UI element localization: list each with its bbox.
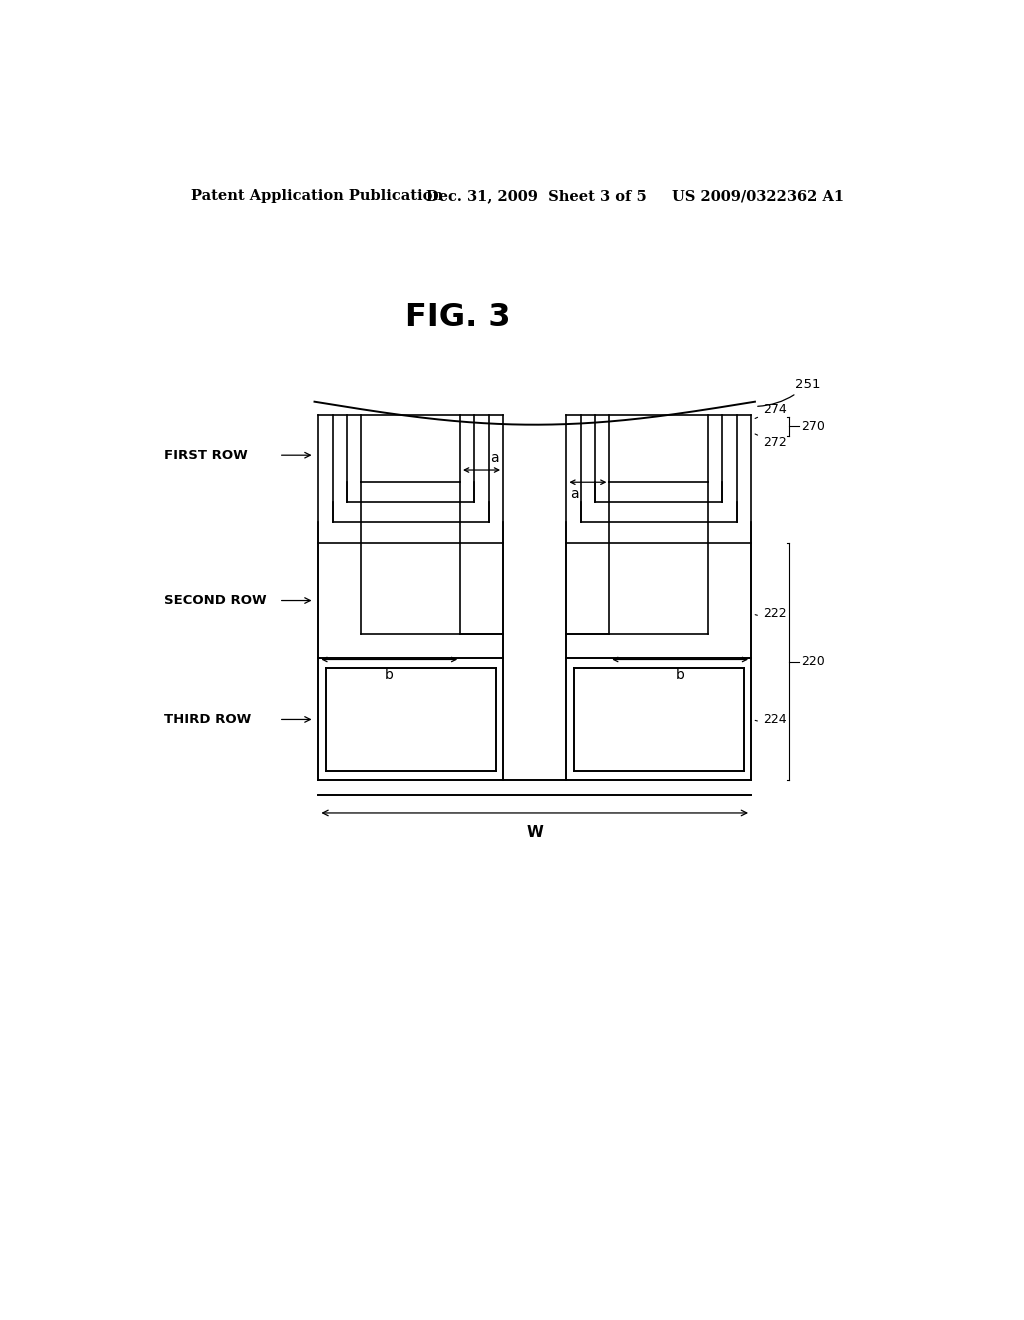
Text: FIG. 3: FIG. 3 — [404, 302, 510, 334]
Text: 274: 274 — [755, 403, 786, 418]
Text: Dec. 31, 2009  Sheet 3 of 5: Dec. 31, 2009 Sheet 3 of 5 — [426, 189, 646, 203]
Text: W: W — [526, 825, 543, 840]
Text: b: b — [676, 668, 685, 681]
Text: b: b — [385, 668, 394, 681]
Text: US 2009/0322362 A1: US 2009/0322362 A1 — [672, 189, 844, 203]
Text: 272: 272 — [755, 434, 786, 450]
Text: 224: 224 — [755, 713, 786, 726]
Text: 220: 220 — [801, 655, 824, 668]
Text: a: a — [490, 451, 499, 465]
Text: Patent Application Publication: Patent Application Publication — [191, 189, 443, 203]
Text: FIRST ROW: FIRST ROW — [164, 449, 248, 462]
Text: 222: 222 — [755, 607, 786, 620]
Text: a: a — [570, 487, 579, 502]
Text: SECOND ROW: SECOND ROW — [164, 594, 266, 607]
Text: THIRD ROW: THIRD ROW — [164, 713, 251, 726]
Text: 251: 251 — [758, 378, 820, 407]
Text: 270: 270 — [801, 420, 825, 433]
